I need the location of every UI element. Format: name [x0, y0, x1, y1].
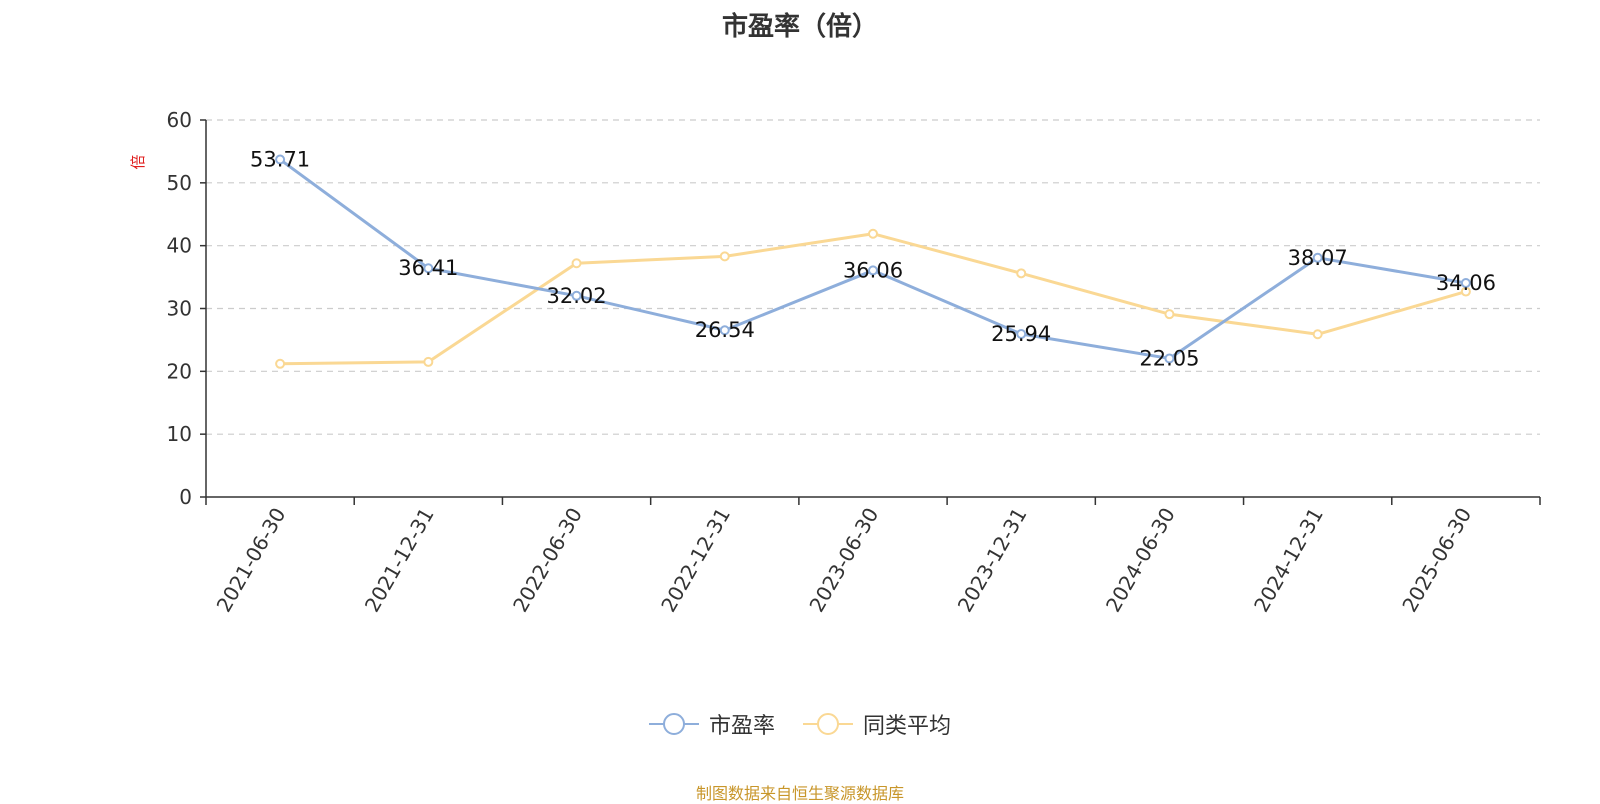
- x-tick-label: 2021-12-31: [360, 504, 439, 617]
- x-tick-label: 2022-12-31: [656, 504, 735, 617]
- y-tick-label: 0: [179, 485, 192, 509]
- data-point-0: [275, 154, 286, 165]
- data-point-1: [1312, 329, 1323, 340]
- x-tick-label: 2022-06-30: [508, 504, 587, 617]
- data-label: 34.06: [1436, 271, 1496, 295]
- grid-layer: [206, 119, 1540, 435]
- legend-label-peer-average: 同类平均: [863, 714, 952, 739]
- label-layer: 53.71 36.41 32.02 26.54 36.06 25.94 22.05 38.07…: [250, 148, 1496, 371]
- data-point-1: [275, 358, 286, 369]
- data-point-0: [423, 263, 434, 274]
- data-label: 25.94: [991, 322, 1051, 346]
- x-tick-label: 2025-06-30: [1397, 504, 1476, 617]
- data-label: 36.06: [843, 258, 903, 282]
- data-label: 22.05: [1139, 346, 1199, 370]
- chart-title: 市盈率（倍）: [721, 12, 878, 42]
- legend-item-pe[interactable]: 市盈率: [648, 708, 775, 740]
- data-point-1: [1164, 309, 1175, 320]
- data-point-1: [571, 258, 582, 269]
- data-point-1: [868, 228, 878, 239]
- data-label: 32.02: [546, 284, 606, 308]
- legend-label-pe: 市盈率: [708, 714, 775, 739]
- y-tick-label: 30: [167, 297, 192, 321]
- legend: 市盈率 同类平均: [0, 708, 1600, 740]
- series-layer: [275, 154, 1471, 369]
- legend-item-peer-average[interactable]: 同类平均: [803, 708, 951, 740]
- x-tick-label: 2023-12-31: [953, 504, 1032, 617]
- y-tick-label: 10: [167, 422, 192, 446]
- data-point-0: [1164, 353, 1175, 364]
- y-axis-label: 倍: [129, 154, 147, 169]
- y-tick-label: 50: [167, 171, 192, 195]
- x-tick-label: 2024-06-30: [1101, 504, 1180, 617]
- data-point-0: [868, 265, 878, 276]
- data-point-0: [571, 290, 582, 301]
- data-point-1: [1016, 268, 1027, 279]
- y-tick-label: 60: [167, 108, 192, 132]
- data-label: 26.54: [695, 318, 755, 342]
- x-tick-label: 2021-06-30: [212, 504, 291, 617]
- data-point-0: [1016, 329, 1027, 340]
- source-note: 制图数据来自恒生聚源数据库: [695, 784, 904, 803]
- x-tick-label: 2024-12-31: [1249, 504, 1328, 617]
- data-point-1: [423, 356, 434, 367]
- legend-marker-pe-icon: [648, 713, 699, 735]
- data-label: 38.07: [1288, 246, 1348, 270]
- legend-marker-peer-average-icon: [803, 713, 853, 735]
- data-point-0: [1460, 277, 1471, 288]
- data-point-0: [719, 325, 730, 336]
- y-tick-label: 40: [167, 234, 192, 258]
- x-tick-label: 2023-06-30: [804, 504, 883, 617]
- y-tick-label: 20: [167, 359, 192, 383]
- data-label: 53.71: [250, 148, 310, 172]
- data-label: 36.41: [398, 256, 458, 280]
- data-point-1: [719, 251, 730, 262]
- data-point-0: [1312, 252, 1323, 263]
